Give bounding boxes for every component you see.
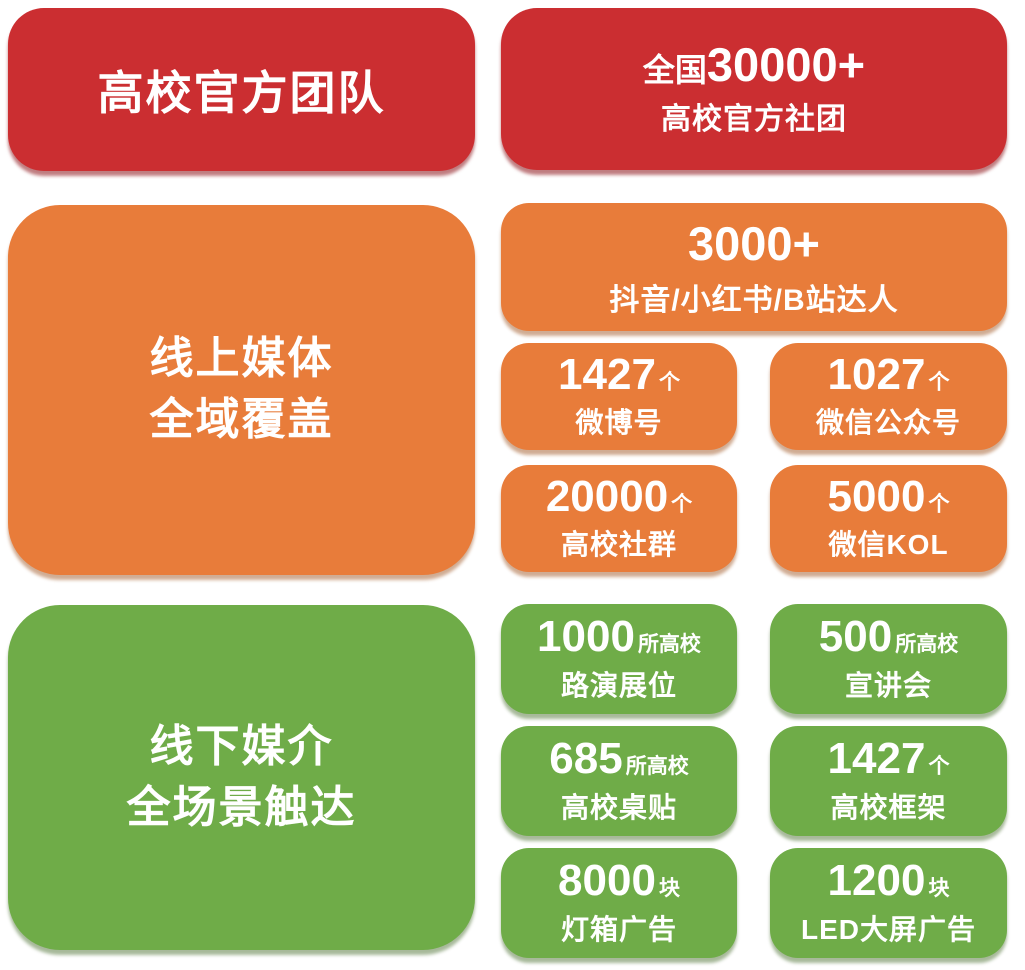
category-box-online-media: 线上媒体 全域覆盖 — [8, 205, 475, 575]
stat-box-roadshow-booths: 1000 所高校 路演展位 — [501, 604, 737, 714]
stat-label: 微博号 — [575, 407, 663, 439]
stat-unit: 块 — [658, 877, 680, 901]
stat-label: 路演展位 — [560, 669, 677, 701]
stat-box-wechat-kol: 5000 个 微信KOL — [770, 465, 1007, 572]
stat-value: 20000 — [545, 471, 669, 521]
category-title: 高校官方团队 — [97, 66, 386, 119]
stat-box-campus-frames: 1427 个 高校框架 — [770, 726, 1007, 836]
stat-value: 5000 — [827, 471, 926, 521]
stat-number: 1427 个 — [558, 349, 680, 399]
stat-value: 1200 — [827, 856, 926, 906]
stat-value: 3000+ — [687, 216, 820, 270]
stat-unit: 所高校 — [895, 633, 959, 657]
category-title: 线上媒体 全域覆盖 — [150, 329, 334, 450]
stat-value: 1000 — [537, 612, 635, 662]
stat-prefix: 全国 — [642, 52, 707, 89]
stat-number: 1027 个 — [827, 349, 950, 399]
stat-value: 1027 — [827, 349, 926, 399]
stat-label: LED大屏广告 — [800, 913, 976, 945]
stat-number: 8000 块 — [558, 858, 680, 904]
category-box-official-teams: 高校官方团队 — [8, 8, 475, 171]
stat-label: 高校官方社团 — [661, 102, 847, 136]
stat-number: 20000 个 — [545, 471, 693, 521]
stat-value: 500 — [818, 612, 893, 662]
stat-value: 1427 — [827, 734, 926, 784]
stat-unit: 个 — [658, 370, 680, 394]
category-title: 线下媒介 全场景触达 — [127, 717, 357, 838]
stat-unit: 所高校 — [625, 755, 689, 779]
stat-unit: 所高校 — [637, 633, 701, 657]
stat-box-influencers: 3000+ 抖音/小红书/B站达人 — [501, 203, 1007, 331]
stat-label: 灯箱广告 — [560, 913, 677, 945]
stat-number: 1000 所高校 — [537, 614, 701, 660]
stat-label: 抖音/小红书/B站达人 — [609, 283, 899, 317]
stat-box-lightbox-ads: 8000 块 灯箱广告 — [501, 848, 737, 958]
stat-value: 8000 — [558, 856, 656, 906]
stat-value: 1427 — [558, 349, 656, 399]
stat-unit: 个 — [928, 370, 950, 394]
stat-box-wechat-official: 1027 个 微信公众号 — [770, 343, 1007, 450]
stat-box-official-clubs: 全国 30000+ 高校官方社团 — [501, 8, 1007, 170]
stat-unit: 块 — [928, 877, 950, 901]
stat-unit: 个 — [928, 492, 950, 516]
stat-box-info-sessions: 500 所高校 宣讲会 — [770, 604, 1007, 714]
category-title-line1: 线下媒介 — [149, 721, 334, 771]
stat-label: 高校社群 — [560, 529, 677, 561]
stat-number: 685 所高校 — [549, 736, 688, 782]
stat-number: 500 所高校 — [819, 614, 958, 660]
stat-value: 30000+ — [706, 38, 866, 92]
stat-unit: 个 — [671, 492, 693, 516]
stat-value: 685 — [549, 734, 623, 784]
stat-label: 宣讲会 — [844, 669, 932, 701]
stat-box-weibo: 1427 个 微博号 — [501, 343, 737, 450]
stat-number: 1200 块 — [828, 858, 950, 904]
stat-box-led-screen-ads: 1200 块 LED大屏广告 — [770, 848, 1007, 958]
category-title-line2: 全域覆盖 — [149, 395, 334, 444]
stat-label: 微信KOL — [828, 529, 949, 561]
stat-number: 1427 个 — [828, 736, 950, 782]
stat-label: 微信公众号 — [815, 407, 961, 439]
stat-number: 5000 个 — [827, 471, 950, 521]
category-title-line1: 线上媒体 — [149, 334, 334, 384]
stat-unit: 个 — [928, 755, 950, 779]
category-box-offline-media: 线下媒介 全场景触达 — [8, 605, 475, 950]
stat-box-campus-groups: 20000 个 高校社群 — [501, 465, 737, 572]
stat-label: 高校框架 — [830, 791, 947, 823]
category-title-line2: 全场景触达 — [126, 782, 357, 832]
stat-box-desk-stickers: 685 所高校 高校桌贴 — [501, 726, 737, 836]
stat-number: 全国 30000+ — [642, 38, 866, 92]
stat-label: 高校桌贴 — [560, 791, 677, 823]
